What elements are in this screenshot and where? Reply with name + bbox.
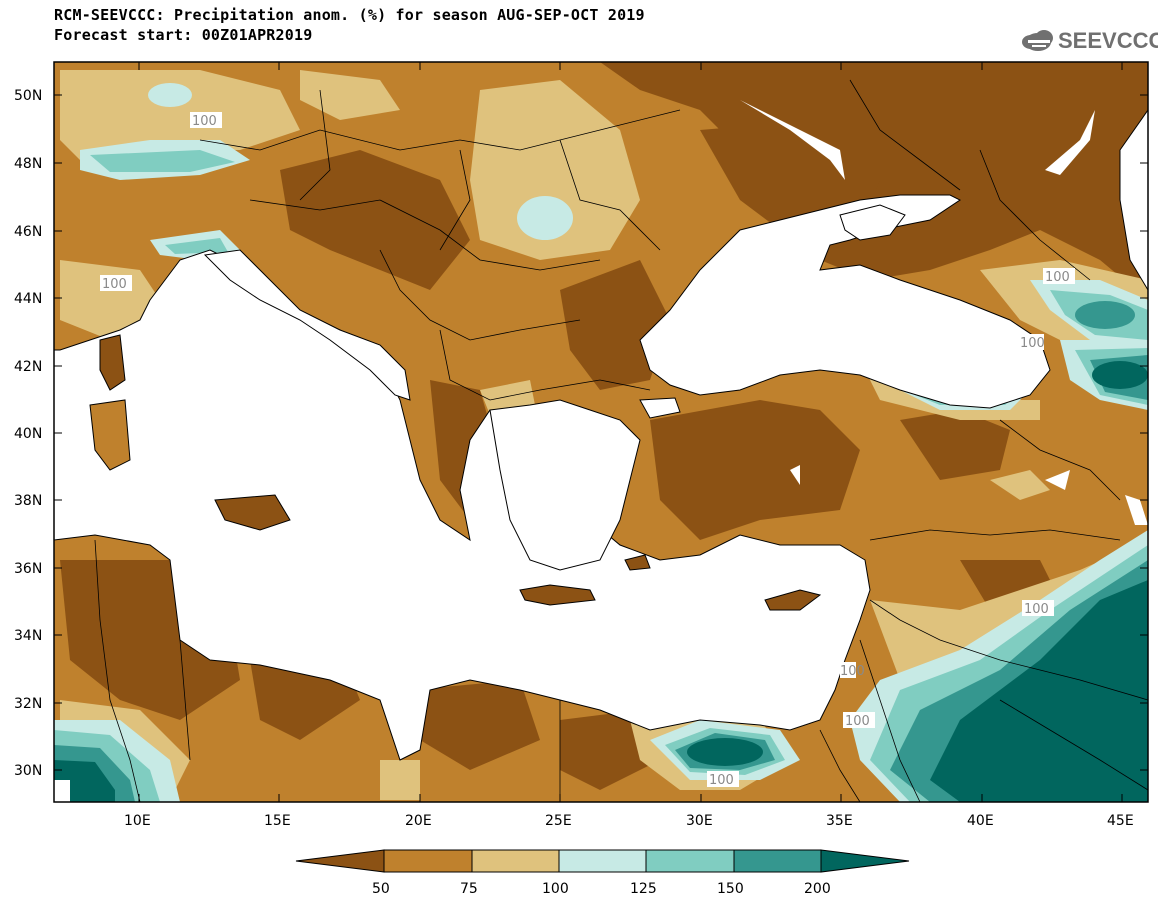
map-frame <box>53 61 1149 803</box>
contour-label: 100 <box>1024 602 1049 617</box>
forecast-start-label: Forecast start: 00Z01APR2019 <box>54 26 313 44</box>
seevccc-logo: SEEVCCC <box>1022 28 1158 53</box>
lon-tick-label: 30E <box>686 813 713 829</box>
colorbar-label: 125 <box>630 881 657 897</box>
lat-tick-label: 42N <box>14 359 42 375</box>
lon-tick-label: 45E <box>1107 813 1134 829</box>
lat-tick-label: 38N <box>14 493 42 509</box>
longitude-axis: 10E 15E 20E 25E 30E 35E 40E 45E <box>124 62 1134 829</box>
contour-label: 100 <box>840 664 865 679</box>
lat-tick-label: 32N <box>14 696 42 712</box>
contour-label: 100 <box>1045 270 1070 285</box>
latitude-axis: 50N 48N 46N 44N 42N 40N 38N 36N 34N 32N … <box>14 88 1148 779</box>
contour-label: 100 <box>102 277 127 292</box>
lat-tick-label: 50N <box>14 88 42 104</box>
lat-tick-label: 36N <box>14 561 42 577</box>
contour-label: 100 <box>192 114 217 129</box>
country-borders <box>94 79 1148 802</box>
lon-tick-label: 10E <box>124 813 151 829</box>
lon-tick-label: 20E <box>405 813 432 829</box>
colorbar-label: 200 <box>804 881 831 897</box>
colorbar-segment <box>820 849 910 873</box>
colorbar-label: 50 <box>372 881 390 897</box>
contour-labels: 100 100 100 100 100 100 100 100 <box>100 112 1075 788</box>
colorbar-label: 150 <box>717 881 744 897</box>
chart-title: RCM-SEEVCCC: Precipitation anom. (%) for… <box>54 6 645 24</box>
sea-mask <box>54 109 1148 761</box>
lon-tick-label: 15E <box>264 813 291 829</box>
lat-tick-label: 40N <box>14 426 42 442</box>
contour-label: 100 <box>845 714 870 729</box>
lat-tick-label: 48N <box>14 156 42 172</box>
lat-tick-label: 30N <box>14 763 42 779</box>
colorbar-segment <box>471 849 560 873</box>
wet-areas-max <box>54 361 1148 802</box>
logo-text: SEEVCCC <box>1058 28 1158 53</box>
cloud-icon <box>1022 30 1053 51</box>
anomaly-field: 100 100 100 100 100 100 100 100 <box>54 62 1148 802</box>
colorbar-label: 100 <box>542 881 569 897</box>
lon-tick-label: 35E <box>826 813 853 829</box>
lat-tick-label: 34N <box>14 628 42 644</box>
lon-tick-label: 40E <box>967 813 994 829</box>
no-data-patches <box>54 100 1148 802</box>
lon-tick-label: 25E <box>545 813 572 829</box>
colorbar-legend: 50 75 100 125 150 200 <box>295 849 910 897</box>
colorbar-segment <box>383 849 473 873</box>
colorbar-segment <box>295 849 385 873</box>
islands <box>89 334 822 611</box>
colorbar-segment <box>645 849 735 873</box>
colorbar-label: 75 <box>460 881 478 897</box>
lat-tick-label: 44N <box>14 291 42 307</box>
colorbar-segment <box>558 849 647 873</box>
colorbar-segment <box>733 849 822 873</box>
lat-tick-label: 46N <box>14 224 42 240</box>
contour-label: 100 <box>1020 336 1045 351</box>
contour-label: 100 <box>709 773 734 788</box>
